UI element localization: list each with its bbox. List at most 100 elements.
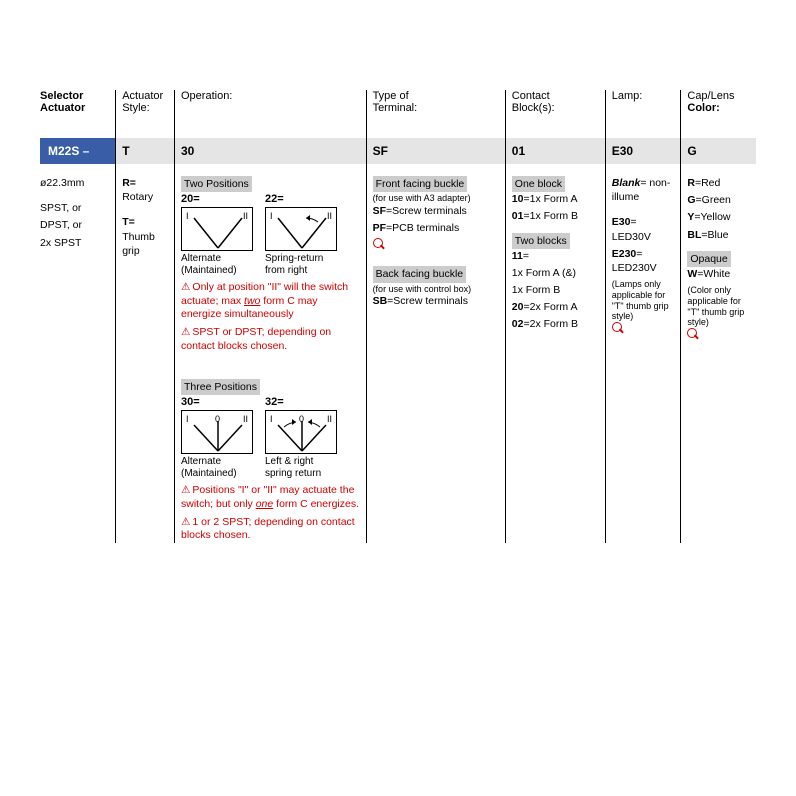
- d32-II: II: [327, 413, 332, 425]
- c02-code: 02: [512, 318, 524, 330]
- spst3: 2x SPST: [40, 236, 109, 250]
- code-col5: 01: [506, 138, 605, 164]
- d32-I: I: [270, 413, 273, 425]
- warn1: Only at position "II" will the switch ac…: [181, 281, 360, 322]
- code-col7: G: [681, 138, 756, 164]
- t-entry: T= Thumb grip: [122, 215, 168, 258]
- d32-box: I 0 II: [265, 410, 337, 454]
- w3-post: form C energizes.: [273, 498, 359, 510]
- two-pos-title: Two Positions: [181, 176, 252, 192]
- r-color: R=Red: [687, 176, 750, 190]
- d30-0: 0: [215, 413, 220, 425]
- d20-caption: Alternate (Maintained): [181, 253, 255, 277]
- d30-I: I: [186, 413, 189, 425]
- d22-label: 22=: [265, 192, 339, 207]
- back-sub: (for use with control box): [373, 284, 499, 295]
- col6-body: Blank= non-illume E30= LED30V E230= LED2…: [612, 176, 675, 338]
- hdr7-l1: Cap/Lens: [687, 90, 734, 102]
- blank-code: Blank: [612, 177, 641, 189]
- d22-caption: Spring-return from right: [265, 253, 339, 277]
- diag-20: 20= I II Alternate (Maintained): [181, 192, 255, 277]
- d30-caption: Alternate (Maintained): [181, 456, 255, 480]
- d32-label: 32=: [265, 395, 339, 410]
- spec-table: Selector Actuator M22S – ø22.3mm SPST, o…: [40, 90, 756, 543]
- d32-caption: Left & right spring return: [265, 456, 339, 480]
- hdr1-l1: Selector: [40, 90, 83, 102]
- sb-val: =Screw terminals: [387, 295, 468, 307]
- hdr4-l2: Terminal:: [373, 102, 418, 114]
- yv: =Yellow: [694, 211, 730, 223]
- r-entry: R= Rotary: [122, 176, 168, 204]
- front-title: Front facing buckle: [373, 176, 468, 192]
- e30-code: E30: [612, 216, 631, 228]
- blv: =Blue: [701, 229, 728, 241]
- r-val: Rotary: [122, 191, 153, 203]
- pf-code: PF: [373, 222, 386, 234]
- c11-entry: 11=: [512, 249, 599, 263]
- three-pos-diagrams: 30= I 0 II Alternate (Maintained): [181, 395, 360, 480]
- col2-body: R= Rotary T= Thumb grip: [122, 176, 168, 258]
- e30-entry: E30= LED30V: [612, 215, 675, 243]
- d30-II: II: [243, 413, 248, 425]
- warn3: Positions "I" or "II" may actuate the sw…: [181, 484, 360, 511]
- warn2: SPST or DPST; depending on contact block…: [181, 326, 360, 353]
- header-col2: Actuator Style:: [122, 90, 168, 138]
- y-color: Y=Yellow: [687, 210, 750, 224]
- header-col6: Lamp:: [612, 90, 675, 138]
- d20-II: II: [243, 210, 248, 222]
- header-col3: Operation:: [181, 90, 360, 138]
- c10-entry: 10=1x Form A: [512, 192, 599, 206]
- sb-entry: SB=Screw terminals: [373, 294, 499, 308]
- g-color: G=Green: [687, 193, 750, 207]
- sf-entry: SF=Screw terminals: [373, 204, 499, 218]
- col-lamp: Lamp: E30 Blank= non-illume E30= LED30V …: [605, 90, 681, 543]
- col-terminal: Type of Terminal: SF Front facing buckle…: [366, 90, 505, 543]
- c11-code: 11: [512, 250, 523, 262]
- t-code: T=: [122, 216, 135, 228]
- d20-label: 20=: [181, 192, 255, 207]
- code-col4: SF: [367, 138, 505, 164]
- header-col7: Cap/Lens Color:: [687, 90, 750, 138]
- blc: BL: [687, 229, 701, 241]
- col-color: Cap/Lens Color: G R=Red G=Green Y=Yellow…: [680, 90, 756, 543]
- wc: W: [687, 268, 697, 280]
- opaque-title: Opaque: [687, 251, 730, 267]
- col1-body: ø22.3mm SPST, or DPST, or 2x SPST: [40, 176, 109, 250]
- col3-body: Two Positions 20= I II Alternate (Mainta…: [181, 176, 360, 543]
- back-title: Back facing buckle: [373, 266, 467, 282]
- lamp-note: (Lamps only applicable for "T" thumb gri…: [612, 279, 675, 322]
- d22-I: I: [270, 210, 273, 222]
- col-operation: Operation: 30 Two Positions 20= I II Alt…: [174, 90, 366, 543]
- d30-box: I 0 II: [181, 410, 253, 454]
- w1-u: two: [244, 295, 260, 307]
- hdr7-l2: Color:: [687, 102, 719, 114]
- code-col2: T: [116, 138, 174, 164]
- c01-code: 01: [512, 210, 524, 222]
- warn4: 1 or 2 SPST; depending on contact blocks…: [181, 516, 360, 543]
- hdr5-l1: Contact: [512, 90, 550, 102]
- hdr5-l2: Block(s):: [512, 102, 555, 114]
- blank-entry: Blank= non-illume: [612, 176, 675, 204]
- color-note: (Color only applicable for "T" thumb gri…: [687, 285, 750, 328]
- c02-entry: 02=2x Form B: [512, 317, 599, 331]
- diag-22: 22= I II Spring-return from right: [265, 192, 339, 277]
- header-col4: Type of Terminal:: [373, 90, 499, 138]
- d20-I: I: [186, 210, 189, 222]
- header-col5: Contact Block(s):: [512, 90, 599, 138]
- gc: G: [687, 194, 695, 206]
- hdr4-l1: Type of: [373, 90, 409, 102]
- front-sub: (for use with A3 adapter): [373, 193, 499, 204]
- one-block-title: One block: [512, 176, 565, 192]
- col5-body: One block 10=1x Form A 01=1x Form B Two …: [512, 176, 599, 332]
- c20-entry: 20=2x Form A: [512, 300, 599, 314]
- col-contact-blocks: Contact Block(s): 01 One block 10=1x For…: [505, 90, 605, 543]
- d32-0: 0: [299, 413, 304, 425]
- c01-entry: 01=1x Form B: [512, 209, 599, 223]
- col-actuator-style: Actuator Style: T R= Rotary T= Thumb gri…: [115, 90, 174, 543]
- col7-body: R=Red G=Green Y=Yellow BL=Blue Opaque W =…: [687, 176, 750, 344]
- c11-eq: =: [523, 250, 529, 262]
- dia: ø22.3mm: [40, 176, 109, 190]
- magnifier-icon: [687, 328, 699, 340]
- c20-val: =2x Form A: [523, 301, 577, 313]
- spst2: DPST, or: [40, 218, 109, 232]
